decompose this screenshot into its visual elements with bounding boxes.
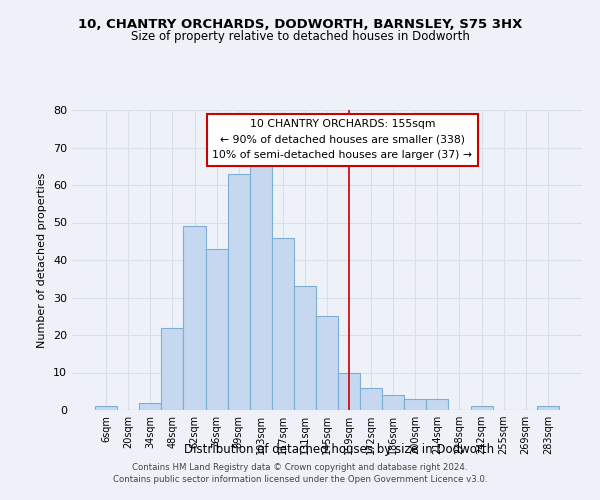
Bar [470,406,493,410]
Bar [95,406,117,410]
Bar [382,395,404,410]
Bar [206,248,227,410]
Bar [161,328,184,410]
Bar [227,174,250,410]
Bar [360,388,382,410]
Text: Distribution of detached houses by size in Dodworth: Distribution of detached houses by size … [184,442,494,456]
Y-axis label: Number of detached properties: Number of detached properties [37,172,47,348]
Bar [250,166,272,410]
Bar [537,406,559,410]
Bar [294,286,316,410]
Bar [139,402,161,410]
Text: Contains HM Land Registry data © Crown copyright and database right 2024.: Contains HM Land Registry data © Crown c… [132,464,468,472]
Bar [338,372,360,410]
Text: 10 CHANTRY ORCHARDS: 155sqm
← 90% of detached houses are smaller (338)
10% of se: 10 CHANTRY ORCHARDS: 155sqm ← 90% of det… [212,119,472,160]
Bar [427,399,448,410]
Bar [404,399,427,410]
Bar [316,316,338,410]
Bar [272,238,294,410]
Text: Contains public sector information licensed under the Open Government Licence v3: Contains public sector information licen… [113,474,487,484]
Bar [184,226,206,410]
Text: Size of property relative to detached houses in Dodworth: Size of property relative to detached ho… [131,30,469,43]
Text: 10, CHANTRY ORCHARDS, DODWORTH, BARNSLEY, S75 3HX: 10, CHANTRY ORCHARDS, DODWORTH, BARNSLEY… [78,18,522,30]
